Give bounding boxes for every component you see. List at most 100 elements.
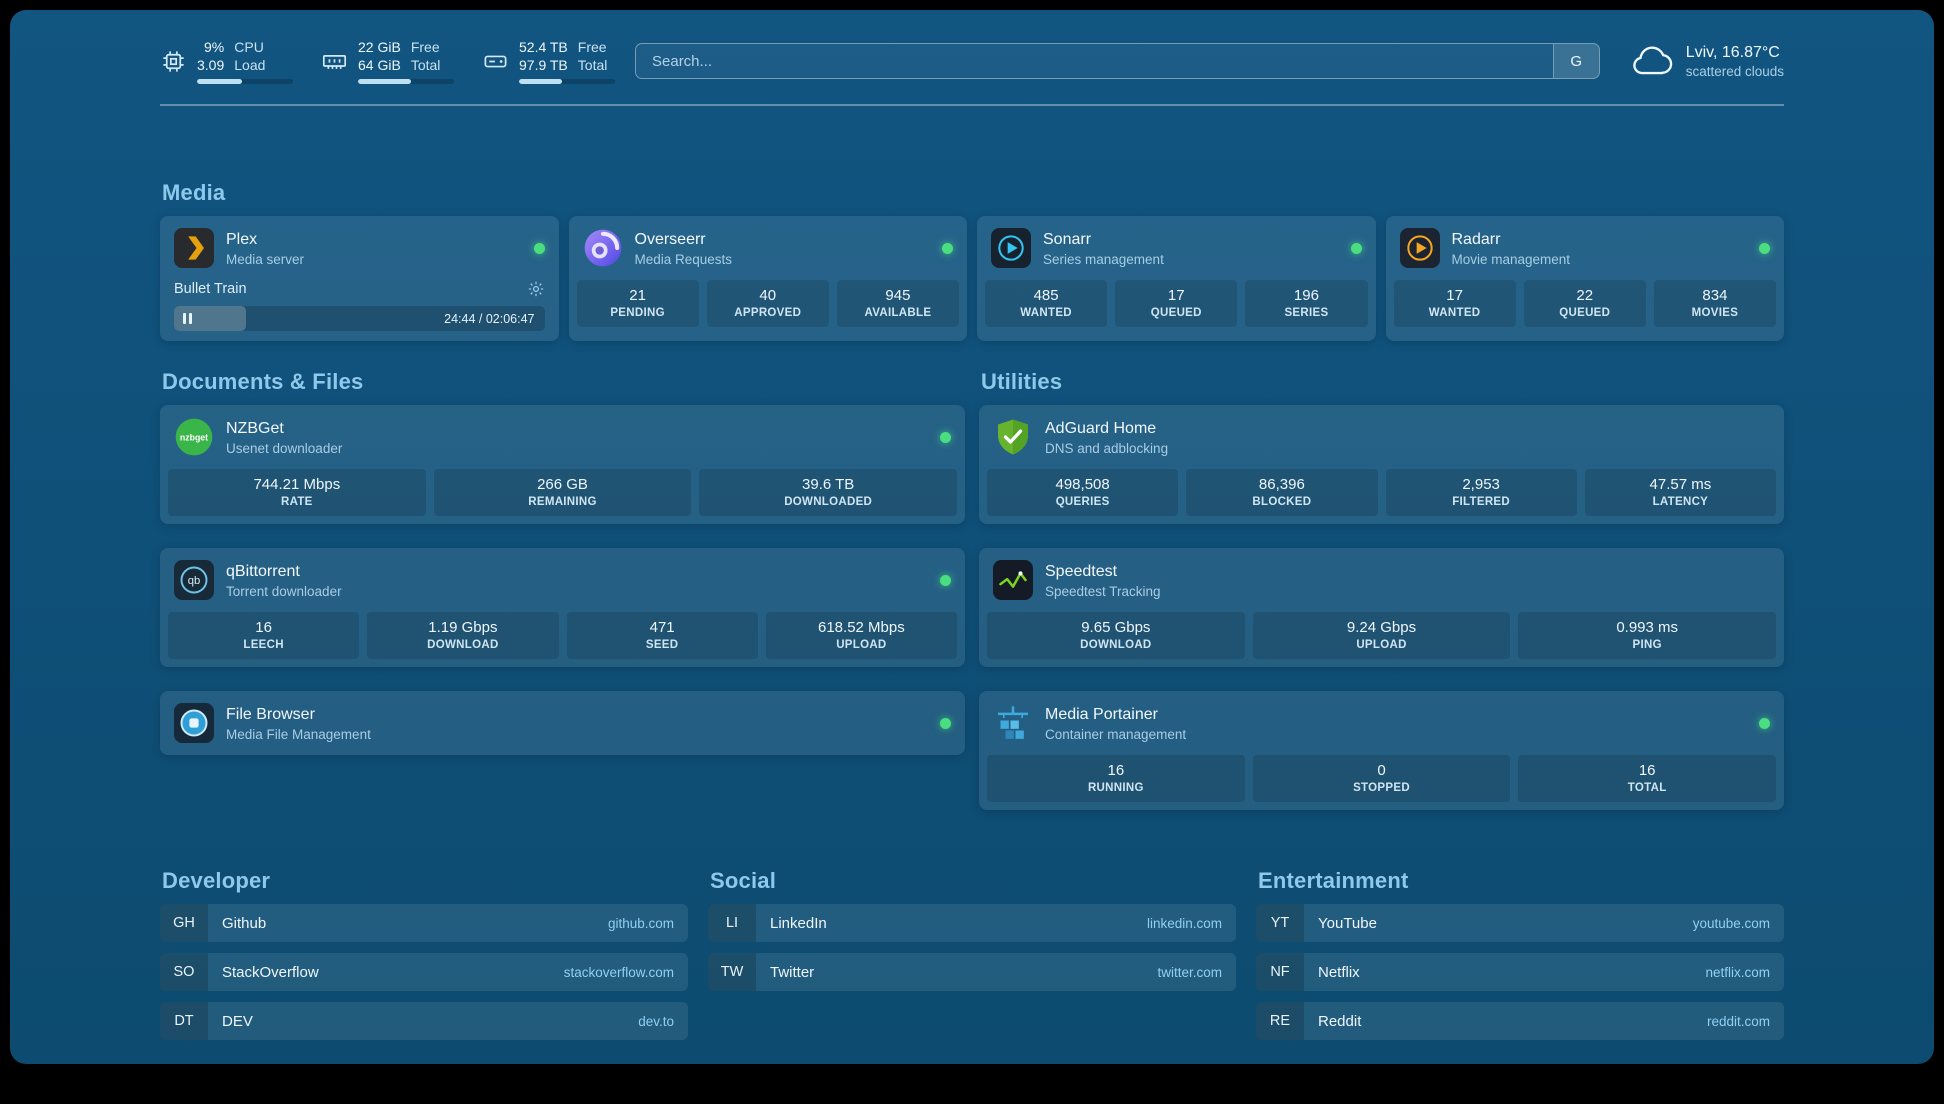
bookmark-group-entertainment: Entertainment YT YouTube youtube.com NF … <box>1256 868 1784 1051</box>
cpu-icon <box>160 48 187 75</box>
stat-movies: 834 MOVIES <box>1653 280 1777 327</box>
bookmark-github[interactable]: GH Github github.com <box>160 904 688 942</box>
service-subtitle: Media File Management <box>226 726 371 742</box>
section-title-utilities: Utilities <box>981 369 1063 394</box>
service-card-adguard: AdGuard Home DNS and adblocking 498,508 … <box>979 405 1784 524</box>
top-bar: 9% 3.09 CPU Load <box>160 38 1784 84</box>
stat-remaining: 266 GB REMAINING <box>433 469 692 516</box>
service-card-portainer: Media Portainer Container management 16 … <box>979 691 1784 810</box>
disk-icon <box>482 48 509 75</box>
search-input[interactable] <box>636 44 1553 78</box>
status-dot <box>942 242 953 254</box>
service-card-sonarr: Sonarr Series management 485 WANTED 17 Q… <box>977 216 1376 341</box>
adguard-icon <box>993 417 1033 457</box>
bookmark-name: Netflix <box>1318 963 1360 981</box>
bookmark-abbr: GH <box>160 904 208 942</box>
bookmark-name: YouTube <box>1318 914 1377 932</box>
service-link-overseerr[interactable]: Overseerr Media Requests <box>569 216 968 280</box>
bookmark-url: youtube.com <box>1692 915 1770 931</box>
service-subtitle: Usenet downloader <box>226 440 343 456</box>
service-card-overseerr: Overseerr Media Requests 21 PENDING 40 A… <box>568 216 968 341</box>
cpu-usage-label: CPU <box>234 39 264 55</box>
section-title-media: Media <box>162 180 226 205</box>
status-dot <box>533 242 545 254</box>
cpu-widget: 9% 3.09 CPU Load <box>160 38 293 84</box>
bookmark-abbr: RE <box>1256 1002 1304 1040</box>
speedtest-icon <box>993 560 1033 600</box>
weather-location: Lviv, 16.87°C <box>1685 43 1780 61</box>
section-title-social: Social <box>710 868 777 893</box>
stat-ping: 0.993 ms PING <box>1518 612 1777 659</box>
now-playing-title: Bullet Train <box>174 281 247 297</box>
bookmark-netflix[interactable]: NF Netflix netflix.com <box>1256 953 1784 991</box>
bookmark-url: twitter.com <box>1157 964 1222 980</box>
memory-progress-bar <box>358 79 454 84</box>
service-name: Overseerr <box>634 230 706 248</box>
service-subtitle: DNS and adblocking <box>1045 440 1169 456</box>
bookmark-url: reddit.com <box>1706 1013 1770 1029</box>
service-name: Plex <box>226 230 258 248</box>
disk-widget: 52.4 TB 97.9 TB Free Total <box>482 38 615 84</box>
memory-total-label: Total <box>410 57 441 73</box>
service-name: qBittorrent <box>226 562 300 580</box>
playback-time: 24:44 / 02:06:47 <box>444 311 535 326</box>
bookmark-linkedin[interactable]: LI LinkedIn linkedin.com <box>708 904 1236 942</box>
stat-wanted: 485 WANTED <box>985 280 1108 327</box>
disk-progress-bar <box>519 79 615 84</box>
bookmark-name: LinkedIn <box>770 914 827 932</box>
search-provider-button[interactable]: G <box>1552 44 1599 78</box>
stat-blocked: 86,396 BLOCKED <box>1186 469 1378 516</box>
service-link-speedtest[interactable]: Speedtest Speedtest Tracking <box>979 548 1784 612</box>
bookmark-reddit[interactable]: RE Reddit reddit.com <box>1256 1002 1784 1040</box>
service-name: Speedtest <box>1045 562 1118 580</box>
stat-download: 1.19 Gbps DOWNLOAD <box>367 612 559 659</box>
service-subtitle: Series management <box>1043 251 1164 267</box>
dashboard: 9% 3.09 CPU Load <box>10 10 1934 1064</box>
bookmark-group-developer: Developer GH Github github.com SO StackO… <box>160 868 688 1051</box>
bookmark-url: linkedin.com <box>1146 915 1222 931</box>
stat-seed: 471 SEED <box>566 612 758 659</box>
service-link-nzbget[interactable]: nzbget NZBGet Usenet downloader <box>160 405 965 469</box>
service-link-portainer[interactable]: Media Portainer Container management <box>979 691 1784 755</box>
topbar-divider <box>160 104 1784 106</box>
service-link-filebrowser[interactable]: File Browser Media File Management <box>160 691 965 755</box>
bookmark-name: DEV <box>222 1012 253 1030</box>
stat-wanted: 17 WANTED <box>1393 280 1516 327</box>
service-link-adguard[interactable]: AdGuard Home DNS and adblocking <box>979 405 1784 469</box>
svg-text:nzbget: nzbget <box>180 432 208 442</box>
plex-icon <box>174 228 214 268</box>
sonarr-icon <box>991 228 1031 268</box>
stat-running: 16 RUNNING <box>987 755 1245 802</box>
status-dot <box>940 431 951 443</box>
section-utilities: Utilities AdGuard Home DNS and adblockin… <box>979 369 1784 810</box>
memory-free-value: 22 GiB <box>358 39 401 55</box>
section-title-developer: Developer <box>162 868 271 893</box>
service-subtitle: Torrent downloader <box>226 583 342 599</box>
bookmark-stackoverflow[interactable]: SO StackOverflow stackoverflow.com <box>160 953 688 991</box>
service-link-qbittorrent[interactable]: qb qBittorrent Torrent downloader <box>160 548 965 612</box>
service-link-sonarr[interactable]: Sonarr Series management <box>977 216 1376 280</box>
bookmark-url: netflix.com <box>1705 964 1770 980</box>
service-link-plex[interactable]: Plex Media server <box>160 216 559 280</box>
stat-rate: 744.21 Mbps RATE <box>168 469 426 516</box>
weather-condition: scattered clouds <box>1685 63 1784 79</box>
bookmark-youtube[interactable]: YT YouTube youtube.com <box>1256 904 1784 942</box>
service-card-nzbget: nzbget NZBGet Usenet downloader 744.21 M… <box>160 405 965 524</box>
disk-free-value: 52.4 TB <box>519 39 568 55</box>
status-dot <box>940 574 951 586</box>
cloud-icon <box>1630 44 1674 78</box>
overseerr-icon <box>583 228 623 268</box>
qbittorrent-icon: qb <box>174 560 214 600</box>
service-name: Sonarr <box>1043 230 1092 248</box>
service-link-radarr[interactable]: Radarr Movie management <box>1386 216 1785 280</box>
bookmark-dev[interactable]: DT DEV dev.to <box>160 1002 688 1040</box>
stat-queued: 22 QUEUED <box>1523 280 1646 327</box>
memory-icon <box>321 48 348 75</box>
bookmark-group-social: Social LI LinkedIn linkedin.com TW Twitt… <box>708 868 1236 1002</box>
settings-gear-icon[interactable] <box>527 280 545 298</box>
service-name: NZBGet <box>226 419 284 437</box>
svg-text:qb: qb <box>188 575 201 587</box>
service-card-filebrowser: File Browser Media File Management <box>160 691 965 755</box>
bookmark-twitter[interactable]: TW Twitter twitter.com <box>708 953 1236 991</box>
